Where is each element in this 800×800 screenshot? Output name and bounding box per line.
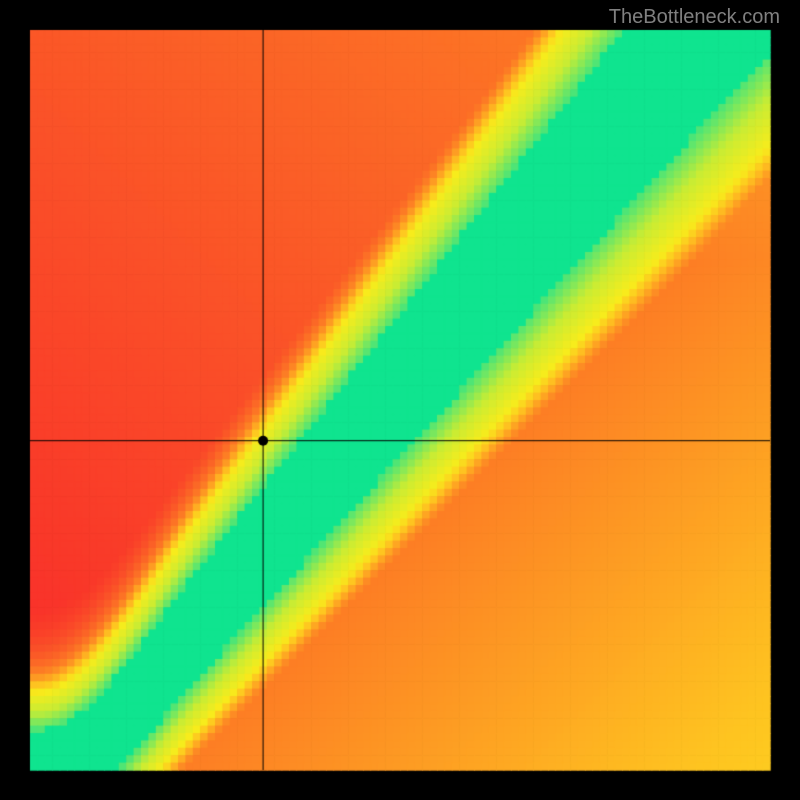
watermark-label: TheBottleneck.com [609, 6, 780, 29]
heatmap-canvas [0, 0, 800, 800]
chart-container: TheBottleneck.com [0, 0, 800, 800]
